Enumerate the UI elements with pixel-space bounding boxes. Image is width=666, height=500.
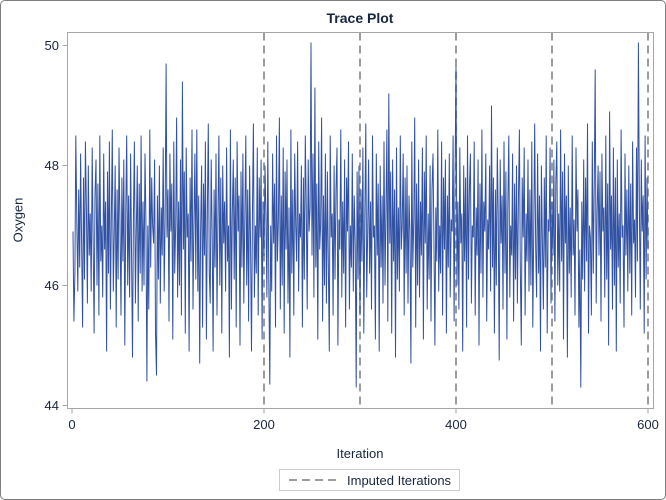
y-tick-label: 44 [44,397,59,413]
x-tick-label: 600 [637,417,659,432]
plot-frame [67,32,654,409]
y-axis-label: Oxygen [10,197,26,243]
y-tick-label: 46 [44,277,59,293]
y-tick-label: 50 [44,37,59,53]
x-tick-label: 0 [68,417,76,432]
x-axis-label: Iteration [336,446,384,461]
legend: Imputed Iterations [279,469,461,491]
legend-label: Imputed Iterations [347,472,452,488]
x-tick-label: 400 [445,417,467,432]
trace-series-line [72,42,649,388]
y-tick-label: 48 [44,157,59,173]
x-tick-label: 200 [253,417,275,432]
chart-title: Trace Plot [326,10,394,26]
dashed-line-icon [289,479,339,481]
